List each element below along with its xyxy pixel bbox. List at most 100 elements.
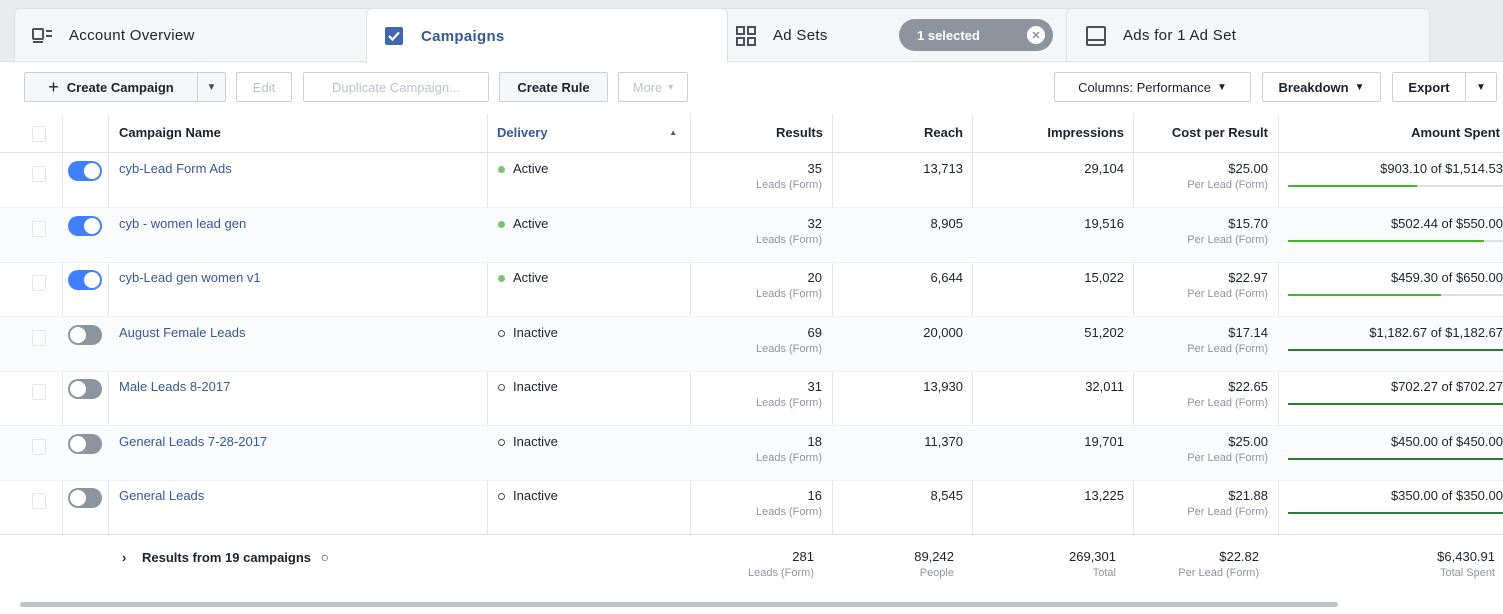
cost-sub: Per Lead (Form) (1187, 288, 1268, 300)
totals-row: › Results from 19 campaigns ○ 281 Leads … (0, 534, 1503, 595)
table-row[interactable]: cyb-Lead gen women v1 Active 20 Leads (Form… (0, 262, 1503, 317)
row-checkbox[interactable] (32, 275, 46, 291)
export-label: Export (1408, 79, 1450, 95)
campaign-toggle[interactable] (68, 379, 102, 399)
results-value: 18 (807, 433, 822, 449)
chevron-down-icon: ▼ (206, 81, 217, 93)
campaign-name-link[interactable]: cyb-Lead gen women v1 (119, 270, 261, 285)
row-checkbox[interactable] (32, 329, 46, 346)
info-icon[interactable]: ○ (320, 549, 330, 565)
row-checkbox[interactable] (32, 493, 46, 509)
tab-label: Campaigns (421, 27, 505, 45)
table-row[interactable]: cyb-Lead Form Ads Active 35 Leads (Form) 13,… (0, 153, 1503, 208)
col-results[interactable]: Results (776, 125, 823, 140)
export-button[interactable]: Export (1392, 72, 1466, 102)
selection-count-pill[interactable]: 1 selected ✕ (899, 19, 1053, 51)
horizontal-scrollbar[interactable] (20, 602, 1338, 607)
reach-cell: 13,930 (923, 379, 963, 394)
results-sub: Leads (Form) (755, 342, 822, 355)
results-sub: Leads (Form) (755, 451, 822, 464)
cost-cell: $22.65 Per Lead (Form) (1133, 379, 1268, 409)
cost-value: $15.70 (1228, 215, 1268, 231)
campaign-toggle[interactable] (68, 270, 102, 290)
columns-dropdown[interactable]: Columns: Performance ▼ (1054, 72, 1251, 102)
row-checkbox[interactable] (32, 438, 46, 455)
campaign-name-link[interactable]: Male Leads 8-2017 (119, 379, 231, 394)
totals-spent-sub: Total Spent (1439, 567, 1495, 579)
row-checkbox[interactable] (32, 384, 46, 400)
reach-cell: 8,905 (930, 215, 963, 231)
campaign-name-link[interactable]: cyb-Lead Form Ads (119, 161, 232, 176)
status-dot-icon (498, 220, 505, 228)
cost-value: $17.14 (1228, 324, 1268, 340)
delivery-label: Inactive (513, 488, 558, 503)
results-value: 16 (807, 488, 822, 503)
cost-cell: $22.97 Per Lead (Form) (1133, 270, 1268, 300)
campaign-name-link[interactable]: General Leads 7-28-2017 (119, 433, 268, 449)
campaign-toggle[interactable] (68, 488, 102, 508)
totals-label[interactable]: › Results from 19 campaigns ○ (122, 549, 329, 565)
col-impressions[interactable]: Impressions (1047, 125, 1124, 140)
results-value: 31 (807, 379, 822, 394)
campaign-name-link[interactable]: August Female Leads (119, 324, 246, 340)
chevron-right-icon: › (122, 550, 127, 565)
cost-cell: $15.70 Per Lead (Form) (1133, 216, 1268, 246)
create-campaign-dropdown[interactable]: ▼ (197, 72, 226, 102)
col-delivery-label: Delivery (497, 125, 548, 140)
more-button[interactable]: More ▾ (618, 72, 688, 102)
tab-account-overview[interactable]: Account Overview (14, 8, 374, 62)
cost-cell: $17.14 Per Lead (Form) (1133, 325, 1268, 355)
impressions-cell: 32,011 (1085, 379, 1124, 394)
tab-ads[interactable]: Ads for 1 Ad Set (1066, 8, 1430, 62)
budget-progress-track (1288, 512, 1503, 514)
status-dot-icon (498, 166, 505, 174)
export-dropdown[interactable]: ▼ (1465, 72, 1497, 102)
table-row[interactable]: General Leads Inactive 16 Leads (Form) 8,545… (0, 480, 1503, 535)
toggle-knob (84, 163, 100, 179)
totals-reach-value: 89,242 (914, 549, 954, 564)
table-row[interactable]: General Leads 7-28-2017 Inactive 18 Leads (… (0, 425, 1503, 481)
spent-cell: $350.00 of $350.00 (1390, 488, 1503, 503)
totals-label-text: Results from 19 campaigns (141, 550, 312, 565)
results-value: 35 (807, 161, 822, 176)
col-campaign-name[interactable]: Campaign Name (119, 125, 221, 140)
results-value: 32 (807, 215, 822, 231)
totals-results: 281 Leads (Form) (690, 549, 814, 579)
campaign-toggle[interactable] (68, 433, 102, 454)
create-campaign-button[interactable]: + Create Campaign (24, 72, 198, 102)
account-overview-icon (31, 25, 53, 47)
campaign-name-link[interactable]: General Leads (119, 488, 205, 503)
tab-campaigns[interactable]: Campaigns (366, 8, 728, 63)
breakdown-dropdown[interactable]: Breakdown ▼ (1262, 72, 1381, 102)
spent-cell: $903.10 of $1,514.53 (1380, 161, 1503, 176)
create-rule-button[interactable]: Create Rule (499, 72, 608, 102)
col-amount-spent[interactable]: Amount Spent (1411, 125, 1500, 140)
col-cost-per-result[interactable]: Cost per Result (1171, 125, 1268, 140)
toggle-knob (70, 435, 86, 452)
campaign-name-link[interactable]: cyb - women lead gen (119, 215, 247, 231)
campaign-toggle[interactable] (68, 161, 102, 181)
delivery-status: Inactive (498, 434, 558, 449)
results-sub: Leads (Form) (755, 288, 822, 300)
edit-button[interactable]: Edit (236, 72, 292, 102)
row-checkbox[interactable] (32, 220, 46, 237)
budget-progress-fill (1288, 239, 1484, 242)
table-row[interactable]: cyb - women lead gen Active 32 Leads (Form)… (0, 207, 1503, 263)
cost-value: $22.65 (1228, 379, 1268, 394)
campaign-toggle[interactable] (68, 324, 102, 345)
row-checkbox[interactable] (32, 166, 46, 182)
duplicate-button[interactable]: Duplicate Campaign... (303, 72, 489, 102)
col-delivery[interactable]: Delivery ▲ (497, 114, 677, 152)
clear-selection-icon[interactable]: ✕ (1027, 26, 1045, 44)
campaign-toggle[interactable] (68, 215, 102, 236)
table-row[interactable]: Male Leads 8-2017 Inactive 31 Leads (Form) 1… (0, 371, 1503, 426)
results-sub: Leads (Form) (755, 179, 822, 191)
spent-cell: $1,182.67 of $1,182.67 (1369, 324, 1503, 340)
totals-results-sub: Leads (Form) (747, 567, 814, 579)
spent-cell: $702.27 of $702.27 (1390, 379, 1503, 394)
toggle-knob (70, 326, 86, 343)
totals-impressions-sub: Total (1092, 567, 1116, 579)
col-reach[interactable]: Reach (923, 125, 963, 140)
table-row[interactable]: August Female Leads Inactive 69 Leads (Form… (0, 316, 1503, 372)
select-all-checkbox[interactable] (32, 126, 46, 142)
